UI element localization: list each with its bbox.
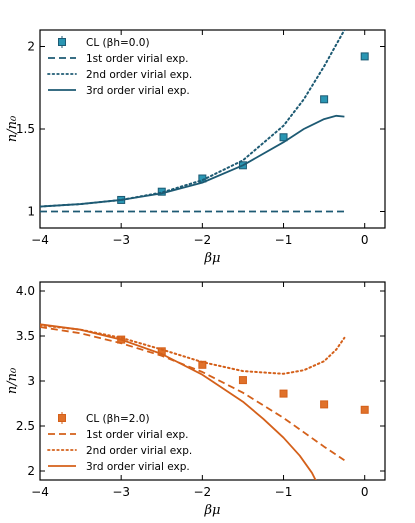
series-line-solid <box>40 114 345 208</box>
y-axis-label: n/n₀ <box>5 367 20 394</box>
x-tick-label: −2 <box>194 233 212 247</box>
x-tick-label: −1 <box>275 233 293 247</box>
series-line-dashed <box>40 326 345 461</box>
data-point <box>360 405 369 414</box>
x-axis-label: βμ <box>204 251 221 266</box>
y-tick-label: 2 <box>27 40 35 54</box>
legend-marker <box>58 38 66 46</box>
plot-area <box>40 323 369 480</box>
x-tick-label: −4 <box>31 485 49 499</box>
data-point <box>279 133 288 142</box>
legend-label: 3rd order virial exp. <box>86 85 190 97</box>
legend-label: 1st order virial exp. <box>86 429 189 441</box>
y-tick-label: 1 <box>27 205 35 219</box>
legend-label: CL (βh=2.0) <box>86 413 150 425</box>
y-tick-label: 1.5 <box>16 122 35 136</box>
y-tick-label: 2 <box>27 464 35 478</box>
y-tick-label: 3 <box>27 374 35 388</box>
data-point <box>320 95 329 104</box>
x-tick-label: 0 <box>361 485 369 499</box>
data-point <box>238 376 247 385</box>
legend-label: 3rd order virial exp. <box>86 461 190 473</box>
x-tick-label: 0 <box>361 233 369 247</box>
panel-2: −4 −3 −2 −1 0 2 2.5 3 3.5 4.0 βμ n/n₀ CL (βh=2.0) 1st… <box>5 281 386 518</box>
legend: CL (βh=0.0) 1st order virial exp. 2nd orde… <box>47 36 192 97</box>
x-tick-label: −3 <box>112 233 130 247</box>
x-tick-label: −1 <box>275 485 293 499</box>
legend-label: 1st order virial exp. <box>86 53 189 65</box>
panel-1: −4 −3 −2 −1 0 1 1.5 2 βμ n/n₀ CL (βh=0.0) 1st order… <box>5 29 386 266</box>
data-point <box>279 389 288 398</box>
x-tick-label: −4 <box>31 233 49 247</box>
data-point <box>360 52 369 61</box>
series-line-solid <box>40 323 317 480</box>
legend-label: 2nd order virial exp. <box>86 69 192 81</box>
y-tick-label: 2.5 <box>16 419 35 433</box>
legend-label: 2nd order virial exp. <box>86 445 192 457</box>
legend-label: CL (βh=0.0) <box>86 37 150 49</box>
series-line-dotted <box>40 324 346 375</box>
y-tick-label: 3.5 <box>16 329 35 343</box>
plot-area <box>40 30 369 213</box>
x-tick-label: −3 <box>112 485 130 499</box>
legend: CL (βh=2.0) 1st order virial exp. 2nd orde… <box>47 412 192 473</box>
y-axis-label: n/n₀ <box>5 115 20 142</box>
x-axis-label: βμ <box>204 503 221 518</box>
x-tick-label: −2 <box>194 485 212 499</box>
legend-marker <box>58 414 66 422</box>
data-point <box>320 400 329 409</box>
y-tick-label: 4.0 <box>16 284 35 298</box>
